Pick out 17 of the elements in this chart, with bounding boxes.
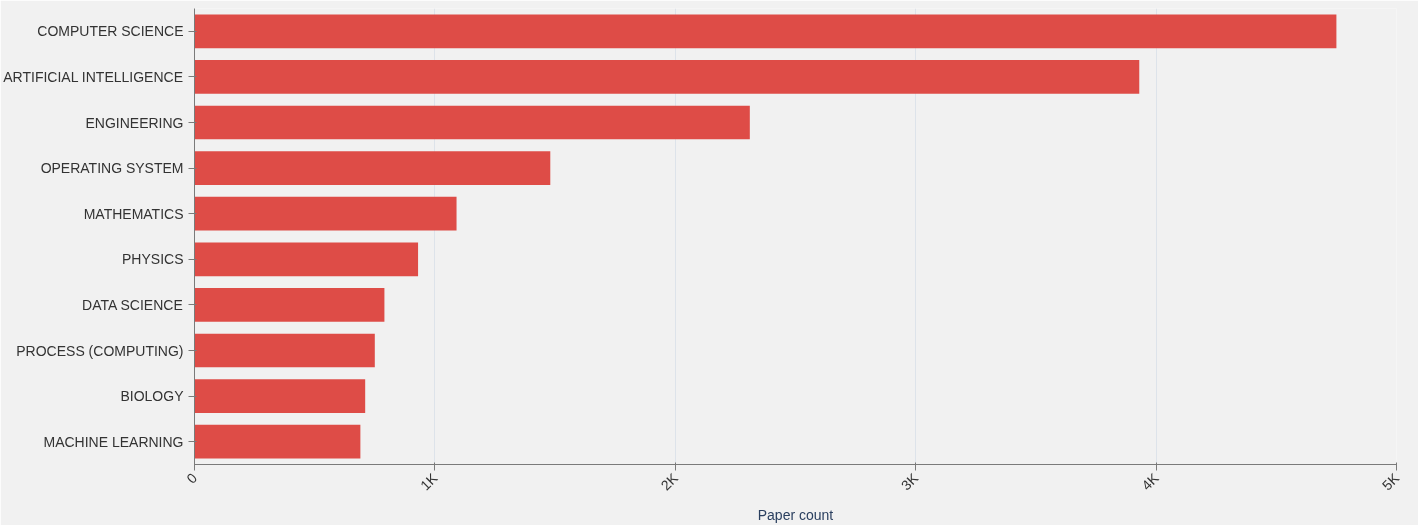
y-tick-label: COMPUTER SCIENCE — [37, 23, 184, 40]
y-tick-label: DATA SCIENCE — [82, 296, 183, 313]
x-tick-label: 1K — [417, 469, 442, 494]
y-tick-label: ARTIFICIAL INTELLIGENCE — [3, 68, 183, 85]
y-tick-label: ENGINEERING — [85, 114, 184, 131]
y-tick-label: PROCESS (COMPUTING) — [16, 342, 184, 359]
x-tick-label: 5K — [1378, 469, 1403, 494]
y-tick-label: BIOLOGY — [120, 388, 185, 405]
x-tick-label: 2K — [657, 469, 682, 494]
y-tick-label: OPERATING SYSTEM — [40, 160, 184, 177]
y-tick-label: PHYSICS — [122, 251, 184, 268]
x-axis-title: Paper count — [757, 506, 834, 523]
x-tick-label: 0 — [183, 469, 201, 487]
y-tick-label: MATHEMATICS — [83, 205, 184, 222]
y-tick-label: MACHINE LEARNING — [43, 433, 184, 450]
x-tick-label: 3K — [897, 469, 922, 494]
x-tick-label: 4K — [1138, 469, 1163, 494]
